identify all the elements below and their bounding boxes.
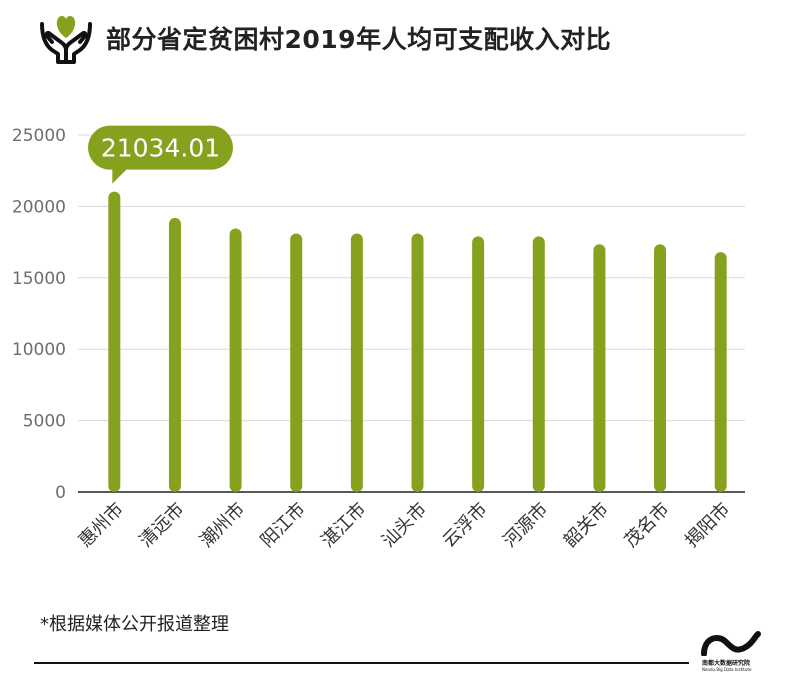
bar: [350, 233, 363, 493]
bar-chart: 0 5000 10000 15000 20000 25000 惠州市 清远市 潮州市 阳江市 湛江市…: [12, 125, 745, 552]
nandu-logo: 南都大数据研究院 Nandu Big Data Institute: [700, 630, 766, 676]
x-tick-label: 汕头市: [378, 499, 431, 552]
heart-hands-icon: [40, 16, 92, 64]
x-tick-label: 云浮市: [439, 499, 492, 552]
bar: [290, 233, 303, 493]
y-tick-label: 15000: [12, 269, 66, 289]
logo-name-en: Nandu Big Data Institute: [702, 667, 752, 672]
bar: [108, 191, 121, 492]
logo-mark-icon: [701, 631, 761, 656]
y-tick-label: 20000: [12, 197, 66, 217]
y-tick-label: 0: [55, 483, 66, 503]
y-tick-label: 10000: [12, 340, 66, 360]
bar: [654, 244, 667, 492]
x-tick-label: 河源市: [499, 499, 552, 552]
x-tick-label: 揭阳市: [681, 499, 734, 552]
bar: [472, 236, 485, 492]
source-footnote: *根据媒体公开报道整理: [40, 614, 229, 635]
x-tick-label: 湛江市: [317, 499, 370, 552]
y-tick-label: 5000: [23, 412, 66, 432]
value-callout: 21034.01: [88, 125, 233, 184]
x-tick-label: 阳江市: [257, 499, 310, 552]
x-tick-label: 潮州市: [196, 499, 249, 552]
x-tick-label: 惠州市: [75, 499, 128, 552]
logo-name-cn: 南都大数据研究院: [702, 660, 751, 667]
callout-value: 21034.01: [101, 134, 220, 163]
y-tick-label: 25000: [12, 126, 66, 146]
bar: [411, 233, 424, 493]
callout-tail: [112, 165, 131, 184]
x-tick-label: 茂名市: [621, 499, 674, 552]
x-tick-label: 韶关市: [560, 499, 613, 552]
x-tick-label: 清远市: [135, 499, 188, 552]
callout-bubble: [88, 125, 233, 170]
bar: [168, 217, 181, 492]
bar: [714, 252, 727, 492]
bar: [229, 228, 242, 492]
page-title: 部分省定贫困村2019年人均可支配收入对比: [106, 25, 612, 54]
footer-divider: [34, 662, 689, 664]
bar: [593, 244, 606, 492]
bar: [532, 236, 545, 492]
